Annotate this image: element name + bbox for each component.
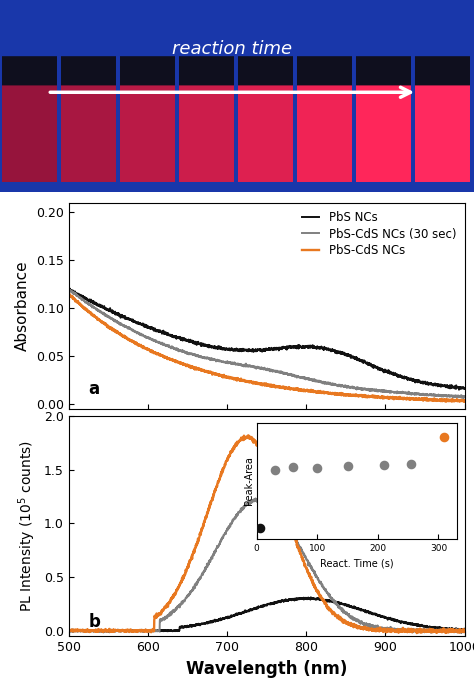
Text: a: a (89, 380, 100, 398)
Legend: PbS NCs, PbS-CdS NCs (30 sec), PbS-CdS NCs: PbS NCs, PbS-CdS NCs (30 sec), PbS-CdS N… (299, 208, 459, 259)
Text: b: b (89, 613, 100, 631)
Y-axis label: PL Intensity (10$^5$ counts): PL Intensity (10$^5$ counts) (17, 440, 38, 612)
X-axis label: Wavelength (nm): Wavelength (nm) (186, 660, 347, 677)
Text: reaction time: reaction time (172, 40, 292, 58)
Y-axis label: Absorbance: Absorbance (15, 261, 30, 351)
